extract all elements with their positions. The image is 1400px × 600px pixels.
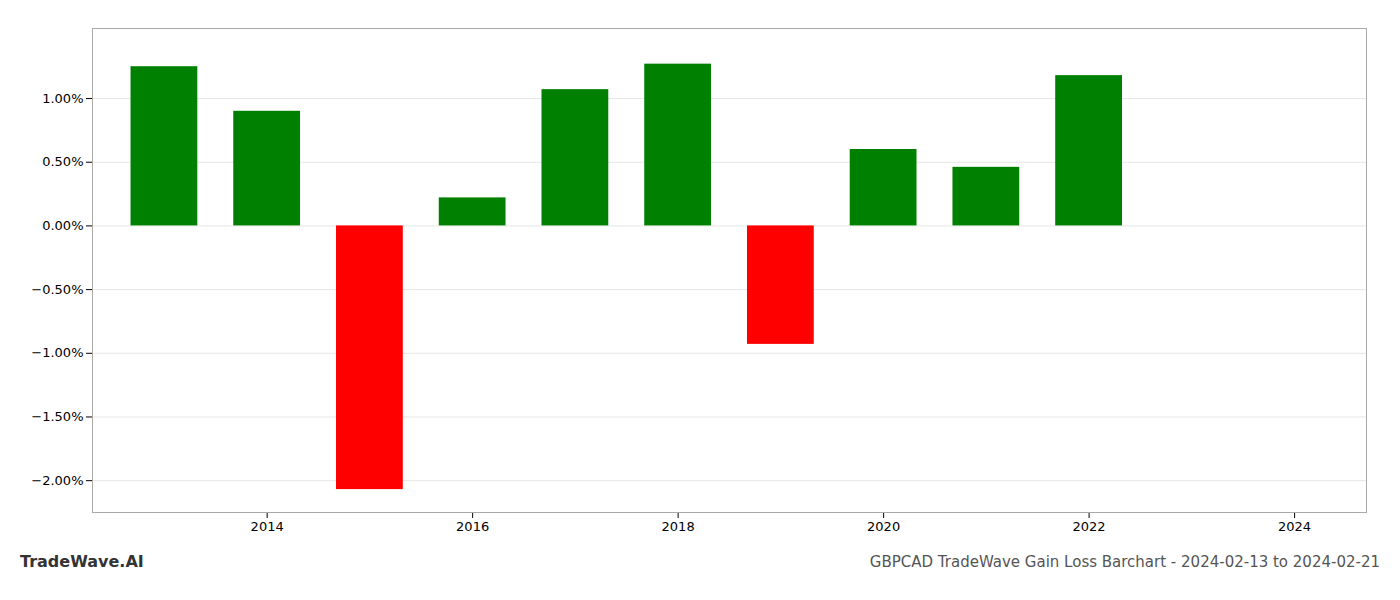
svg-text:2022: 2022 xyxy=(1073,519,1106,534)
svg-text:2016: 2016 xyxy=(456,519,489,534)
svg-text:−0.50%: −0.50% xyxy=(31,282,83,297)
html-text:GBPCAD TradeWave Gain Loss Bar: GBPCAD TradeWave Gain Loss Barchart - 20… xyxy=(869,553,1380,571)
svg-text:2020: 2020 xyxy=(867,519,900,534)
svg-text:0.50%: 0.50% xyxy=(42,154,83,169)
html-text:TradeWave.AI: TradeWave.AI xyxy=(20,552,144,571)
svg-text:2014: 2014 xyxy=(251,519,284,534)
svg-text:2024: 2024 xyxy=(1278,519,1311,534)
svg-text:−1.50%: −1.50% xyxy=(31,409,83,424)
svg-text:0.00%: 0.00% xyxy=(42,218,83,233)
svg-text:−1.00%: −1.00% xyxy=(31,345,83,360)
svg-text:2018: 2018 xyxy=(662,519,695,534)
svg-text:−2.00%: −2.00% xyxy=(31,473,83,488)
svg-text:1.00%: 1.00% xyxy=(42,91,83,106)
